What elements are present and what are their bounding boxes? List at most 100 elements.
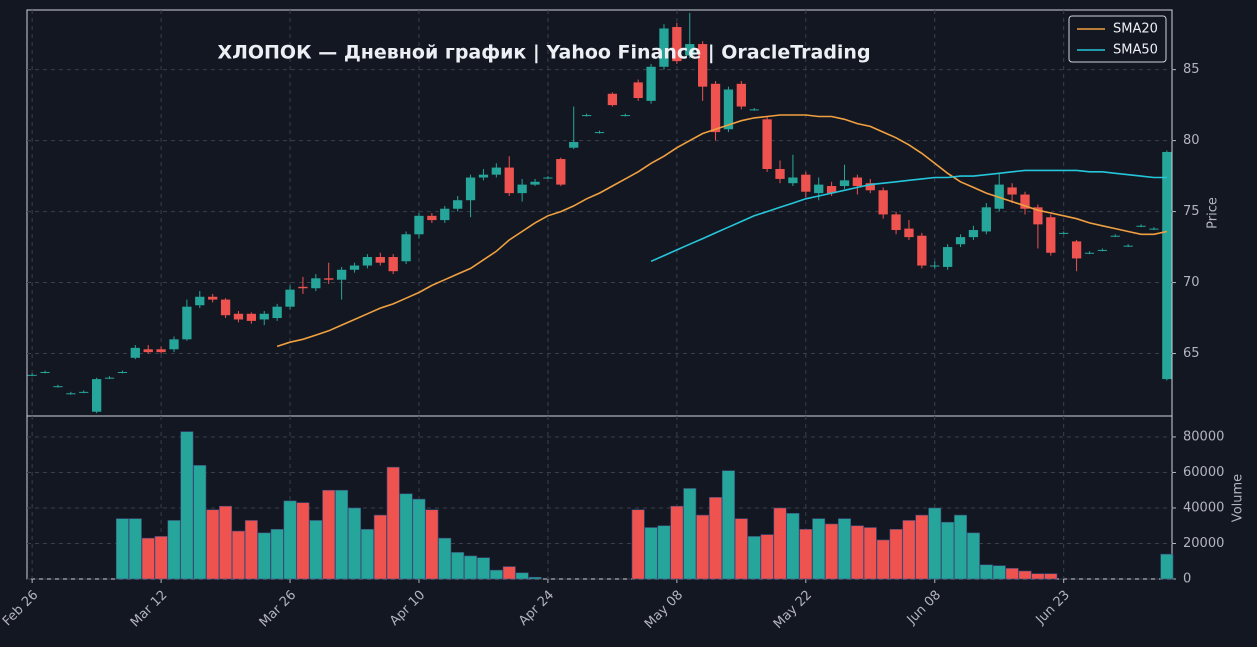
volume-bar	[257, 532, 271, 580]
candle-body	[246, 313, 256, 321]
candle-body	[1046, 217, 1056, 253]
volume-bar	[915, 514, 929, 580]
marks	[27, 12, 1174, 580]
candle-body	[736, 83, 746, 107]
candle-body	[1084, 252, 1095, 254]
candle-body	[865, 183, 875, 191]
y-tick-label: 80	[1183, 133, 1200, 148]
candle-body	[749, 109, 759, 111]
volume-bar	[734, 518, 748, 580]
candle-body	[156, 349, 166, 353]
volume-bar	[309, 520, 323, 580]
candle-body	[814, 184, 824, 194]
volume-bar	[464, 555, 478, 580]
volume-bar	[709, 497, 723, 580]
volume-bar	[902, 520, 916, 580]
candle-body	[1162, 151, 1172, 380]
candle-body	[556, 159, 566, 185]
volume-panel-frame	[26, 415, 1173, 580]
candle-body	[917, 235, 927, 266]
volume-bar	[979, 564, 993, 580]
candle-body	[465, 177, 476, 201]
candle-body	[581, 115, 592, 117]
volume-bar	[154, 536, 168, 580]
volume-bar	[425, 509, 439, 580]
volume-bar	[1160, 553, 1174, 580]
candle-body	[569, 142, 579, 148]
volume-tick-label: 40000	[1183, 500, 1224, 515]
volume-bar	[141, 537, 155, 580]
volume-bar	[876, 539, 890, 580]
candle-body	[1020, 194, 1030, 209]
candle-body	[878, 190, 888, 215]
candle-body	[1071, 241, 1082, 259]
candle-body	[285, 289, 295, 307]
candle-body	[388, 257, 398, 272]
candle-body	[169, 339, 179, 350]
candle-body	[955, 237, 966, 245]
candle-body	[1059, 232, 1069, 234]
volume-bar	[786, 513, 800, 580]
volume-bar	[1018, 570, 1032, 580]
candle-body	[930, 265, 940, 267]
candle-body	[530, 181, 540, 185]
candle-body	[517, 184, 527, 194]
volume-bar	[360, 528, 374, 580]
candle-body	[27, 374, 37, 376]
candle-body	[943, 247, 953, 267]
volume-bar	[696, 514, 710, 580]
candle-body	[1136, 225, 1146, 227]
candle-body	[208, 296, 218, 300]
volume-tick-label: 20000	[1183, 536, 1224, 551]
volume-bar	[451, 552, 465, 580]
volume-bar	[412, 498, 426, 580]
volume-bar	[1044, 573, 1058, 580]
candle-body	[53, 386, 63, 388]
candle-body	[220, 299, 231, 316]
candle-body	[685, 44, 695, 56]
volume-bar	[747, 536, 761, 580]
volume-bar	[193, 465, 207, 580]
candle-body	[1123, 245, 1133, 247]
candle-body	[620, 115, 630, 117]
volume-tick-label: 80000	[1183, 429, 1224, 444]
sma-line	[276, 114, 1167, 348]
volume-tick-label: 60000	[1183, 465, 1224, 480]
candle-body	[336, 269, 347, 280]
volume-bar	[837, 518, 851, 580]
candle-body	[607, 93, 618, 106]
volume-bar	[335, 489, 349, 580]
volume-bar	[928, 507, 942, 580]
volume-bar	[515, 572, 529, 580]
chart-title: ХЛОПОК — Дневной график | Yahoo Finance …	[217, 42, 870, 64]
candle-body	[272, 306, 282, 319]
candle-body	[723, 89, 734, 130]
candle-body	[1110, 235, 1120, 237]
volume-bar	[502, 566, 516, 580]
candle-body	[904, 228, 914, 238]
candle-body	[130, 347, 140, 358]
volume-bar	[489, 569, 503, 580]
candle-body	[91, 379, 102, 412]
candle-body	[826, 186, 837, 194]
candle-body	[427, 215, 437, 221]
candle-body	[40, 371, 50, 373]
candle-body	[117, 371, 128, 373]
candle-body	[968, 230, 979, 238]
candle-body	[775, 168, 785, 179]
volume-bar	[115, 518, 129, 580]
volume-bar	[528, 576, 542, 580]
candle-body	[401, 234, 411, 262]
volume-bar	[399, 493, 413, 580]
volume-bar	[631, 509, 645, 580]
candle-body	[698, 44, 708, 87]
y-tick-label: 85	[1183, 62, 1200, 77]
candle-body	[543, 177, 553, 179]
candle-body	[491, 167, 501, 175]
candle-body	[453, 200, 463, 209]
candle-body	[839, 180, 850, 187]
candle-body	[710, 83, 721, 133]
volume-bar	[941, 521, 955, 580]
volume-bar	[180, 431, 194, 580]
